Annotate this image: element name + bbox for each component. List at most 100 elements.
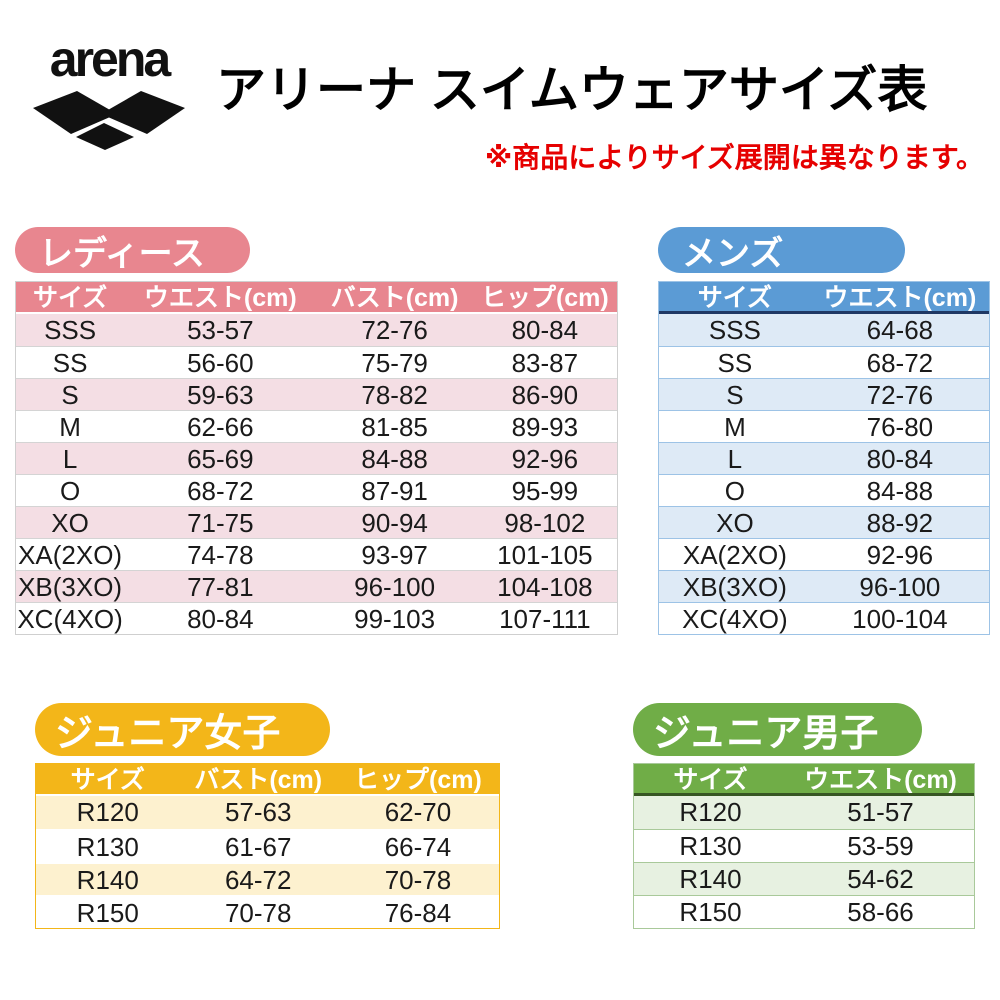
table-cell: 65-69: [187, 444, 254, 474]
table-cell: R150: [679, 897, 742, 927]
table-cell: 84-88: [361, 444, 428, 474]
arena-diamonds-icon: [33, 91, 185, 150]
table-row: O 84-88: [659, 474, 989, 506]
table-cell: 56-60: [187, 348, 254, 378]
table-cell: 66-74: [384, 832, 452, 862]
table-row: R150 58-66: [634, 895, 974, 928]
arena-logo-text: arena: [49, 31, 171, 87]
junior-girls-header-row: サイズ バスト(cm) ヒップ(cm): [36, 764, 499, 796]
ladies-size-table: サイズ ウエスト(cm) バスト(cm) ヒップ(cm) SSS 53-57 72-76 8…: [15, 281, 618, 635]
table-cell: R140: [679, 864, 742, 894]
table-row: R140 64-72 70-78: [36, 862, 499, 895]
column-header: ヒップ(cm): [354, 766, 482, 794]
table-cell: 83-87: [511, 348, 579, 378]
table-row: R140 54-62: [634, 862, 974, 895]
table-row: XO 88-92: [659, 506, 989, 538]
table-cell: 92-96: [866, 540, 934, 570]
size-variation-note: ※商品によりサイズ展開は異なります。: [484, 142, 984, 173]
table-cell: R120: [76, 797, 139, 827]
table-cell: M: [59, 412, 81, 442]
table-cell: 62-70: [384, 797, 452, 827]
table-cell: 90-94: [361, 508, 428, 538]
table-row: R130 61-67 66-74: [36, 829, 499, 862]
mens-section: メンズ サイズ ウエスト(cm) SSS 64-68 SS 68-72 S 72-76 M 76…: [658, 227, 990, 635]
table-cell: 93-97: [361, 540, 428, 570]
table-cell: 80-84: [511, 315, 579, 345]
table-cell: 80-84: [187, 604, 254, 634]
table-cell: 64-68: [866, 315, 934, 345]
page-title: アリーナ スイムウェアサイズ表: [216, 62, 928, 118]
table-cell: 96-100: [859, 572, 941, 602]
junior-boys-size-table: サイズ ウエスト(cm) R120 51-57 R130 53-59 R140 54-62 R…: [633, 763, 975, 929]
table-cell: L: [727, 444, 743, 474]
table-cell: M: [724, 412, 746, 442]
column-header: サイズ: [673, 766, 748, 794]
table-row: R130 53-59: [634, 829, 974, 862]
table-cell: 81-85: [361, 412, 428, 442]
table-cell: 51-57: [847, 797, 914, 827]
table-cell: 87-91: [361, 476, 428, 506]
table-cell: 54-62: [847, 864, 914, 894]
table-cell: R130: [679, 831, 742, 861]
table-cell: XO: [716, 508, 754, 538]
table-cell: L: [62, 444, 78, 474]
table-cell: O: [724, 476, 746, 506]
table-cell: 70-78: [224, 898, 292, 928]
junior-boys-section: ジュニア男子 サイズ ウエスト(cm) R120 51-57 R130 53-59 R14…: [633, 703, 975, 929]
ladies-section: レディース サイズ ウエスト(cm) バスト(cm) ヒップ(cm) SSS 53-57…: [15, 227, 618, 635]
table-cell: O: [59, 476, 81, 506]
column-header: サイズ: [697, 284, 773, 312]
table-cell: 72-76: [361, 315, 428, 345]
table-row: SS 68-72: [659, 346, 989, 378]
table-cell: 86-90: [511, 380, 579, 410]
table-row: XA(2XO) 74-78 93-97 101-105: [16, 538, 617, 570]
table-cell: 80-84: [866, 444, 934, 474]
table-cell: 74-78: [187, 540, 254, 570]
table-cell: 68-72: [187, 476, 254, 506]
table-row: M 76-80: [659, 410, 989, 442]
junior-boys-label-pill: ジュニア男子: [633, 703, 922, 756]
table-cell: R130: [76, 832, 139, 862]
junior-girls-table-body: R120 57-63 62-70 R130 61-67 66-74 R140 64-72 70-…: [36, 796, 499, 928]
table-row: M 62-66 81-85 89-93: [16, 410, 617, 442]
table-row: S 59-63 78-82 86-90: [16, 378, 617, 410]
table-cell: 77-81: [187, 572, 254, 602]
table-cell: 75-79: [361, 348, 428, 378]
ladies-table-body: SSS 53-57 72-76 80-84 SS 56-60 75-79 83-87 S 59-6…: [16, 314, 617, 634]
table-cell: 76-80: [866, 412, 934, 442]
table-row: R120 57-63 62-70: [36, 796, 499, 829]
table-cell: 58-66: [847, 897, 914, 927]
column-header: ウエスト(cm): [143, 284, 297, 312]
table-cell: 89-93: [511, 412, 579, 442]
table-cell: R140: [76, 865, 139, 895]
table-cell: 64-72: [224, 865, 292, 895]
mens-table-body: SSS 64-68 SS 68-72 S 72-76 M 76-80 L 80-84 O 84-88 X…: [659, 314, 989, 634]
table-cell: 78-82: [361, 380, 428, 410]
table-cell: 99-103: [354, 604, 436, 634]
table-cell: 95-99: [511, 476, 579, 506]
table-cell: 72-76: [866, 380, 934, 410]
table-cell: 98-102: [504, 508, 586, 538]
mens-size-table: サイズ ウエスト(cm) SSS 64-68 SS 68-72 S 72-76 M 76-80 L…: [658, 281, 990, 635]
arena-logo: arena: [28, 34, 190, 152]
table-row: SSS 53-57 72-76 80-84: [16, 314, 617, 346]
ladies-label-pill: レディース: [15, 227, 250, 273]
junior-boys-table-body: R120 51-57 R130 53-59 R140 54-62 R150 58-66: [634, 796, 974, 928]
table-row: XA(2XO) 92-96: [659, 538, 989, 570]
table-cell: 88-92: [866, 508, 934, 538]
table-cell: 70-78: [384, 865, 452, 895]
junior-girls-size-table: サイズ バスト(cm) ヒップ(cm) R120 57-63 62-70 R130 61-6…: [35, 763, 500, 929]
table-row: S 72-76: [659, 378, 989, 410]
column-header: バスト(cm): [330, 284, 459, 312]
table-cell: 92-96: [511, 444, 579, 474]
table-cell: S: [61, 380, 79, 410]
table-cell: 53-57: [187, 315, 254, 345]
column-header: バスト(cm): [194, 766, 323, 794]
column-header: サイズ: [32, 284, 108, 312]
column-header: サイズ: [70, 766, 145, 794]
table-row: L 80-84: [659, 442, 989, 474]
junior-boys-header-row: サイズ ウエスト(cm): [634, 764, 974, 796]
table-cell: XB(3XO): [682, 572, 787, 602]
junior-girls-label-pill: ジュニア女子: [35, 703, 330, 756]
